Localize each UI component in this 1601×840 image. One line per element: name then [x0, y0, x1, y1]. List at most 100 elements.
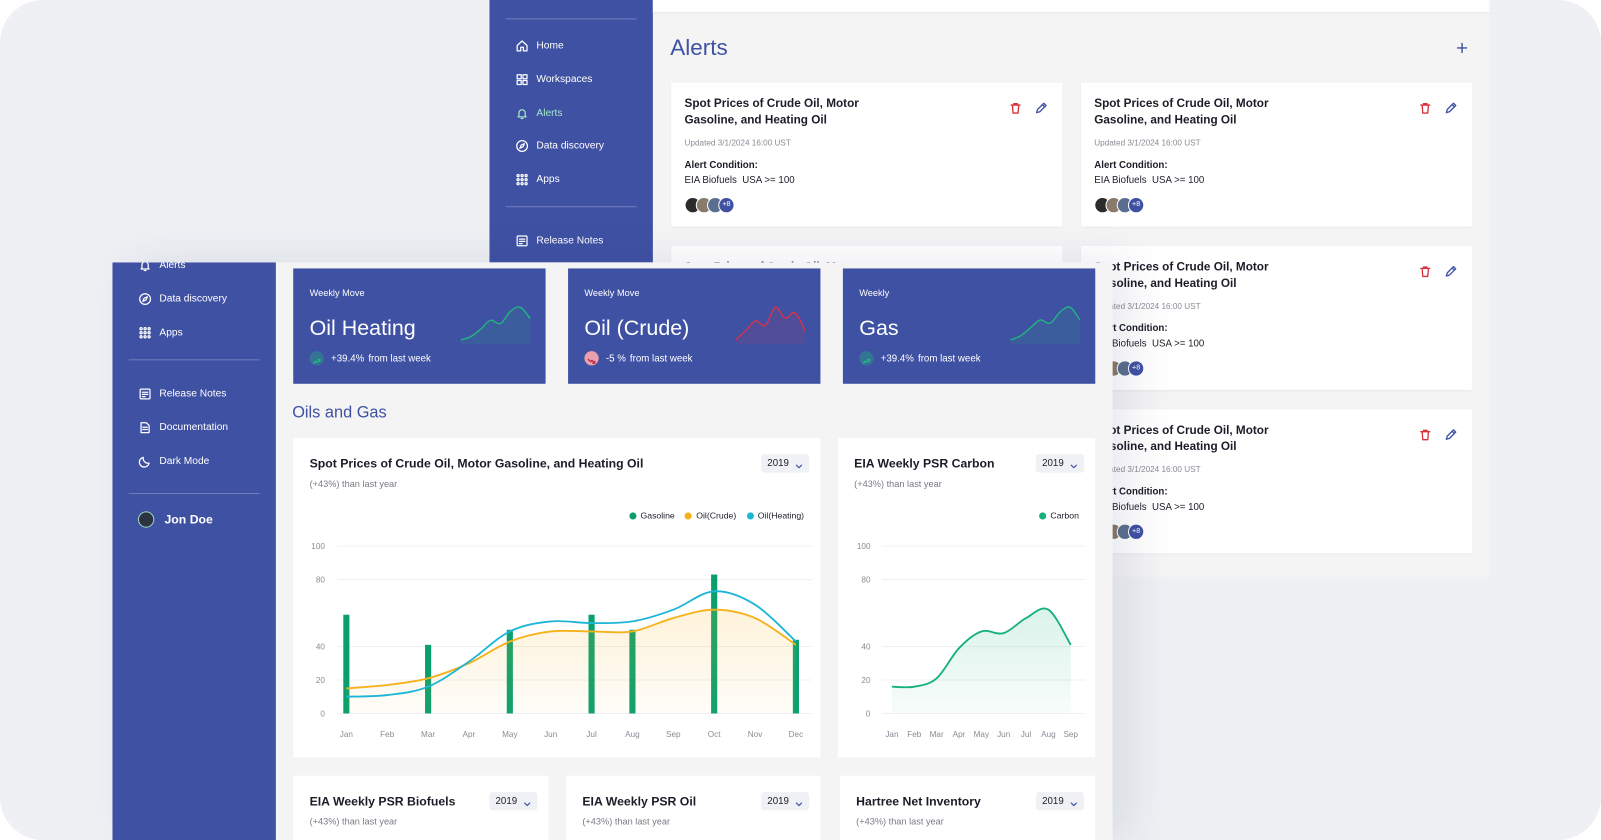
bar	[343, 614, 350, 714]
y-tick-label: 40	[861, 643, 871, 652]
icon-pen[interactable]	[1444, 101, 1458, 115]
nav-label: Alerts	[536, 107, 563, 119]
nav-item[interactable]: Release Notes	[135, 385, 258, 403]
separator	[505, 18, 637, 20]
icon-part	[141, 391, 149, 398]
metric-card: EIA Weekly PSR Biofuels (+43%) than last …	[293, 775, 549, 840]
alert-title: Spot Prices of Crude Oil, Motor Gasoline…	[1094, 424, 1269, 454]
icon-part	[1420, 266, 1431, 278]
alert-title: Spot Prices of Crude Oil, Motor Gasoline…	[684, 97, 859, 127]
nav-item[interactable]: Release Notes	[512, 232, 635, 250]
icon-trash[interactable]	[1418, 264, 1432, 278]
icon-bell	[515, 106, 529, 120]
icon-compass	[138, 292, 152, 306]
x-tick-label: Apr	[463, 730, 476, 739]
icon-chev	[794, 796, 804, 807]
avatar-more: +8	[1127, 523, 1145, 540]
icon-chev	[1069, 796, 1079, 807]
nav-item[interactable]: Data discovery	[512, 137, 635, 155]
sparkline-line	[1010, 306, 1081, 341]
separator	[505, 206, 637, 208]
nav-item[interactable]: Apps	[512, 170, 635, 188]
year-dropdown[interactable]: 2019	[761, 792, 810, 811]
nav-item[interactable]: Data discovery	[135, 290, 258, 308]
legend-label: Oil(Heating)	[757, 510, 805, 521]
icon-part	[862, 358, 871, 364]
icon-part	[1420, 103, 1431, 114]
x-tick-label: Mar	[930, 730, 944, 739]
x-tick-label: Sep	[666, 730, 681, 739]
icon-trash[interactable]	[1008, 101, 1022, 115]
icon-notes	[138, 387, 152, 401]
icon-bell	[138, 262, 152, 272]
legend-item: Oil(Heating)	[746, 510, 805, 521]
nav-label: Workspaces	[536, 74, 593, 86]
icon-trash[interactable]	[1418, 428, 1432, 442]
alert-condition: EIA Biofuels USA >= 100	[684, 175, 795, 187]
icon-apps	[515, 172, 529, 186]
icon-part	[516, 173, 520, 178]
year-dropdown[interactable]: 2019	[1036, 454, 1085, 473]
nav-item[interactable]: Documentation	[135, 418, 258, 436]
card-subtitle: (+43%) than last year	[582, 816, 671, 827]
kpi-title: Oil (Crude)	[584, 316, 690, 340]
icon-pen[interactable]	[1444, 428, 1458, 442]
card-title: EIA Weekly PSR Oil	[582, 794, 697, 809]
icon-part	[522, 79, 528, 86]
section-title: Oils and Gas	[292, 404, 387, 422]
nav-label: Apps	[159, 327, 183, 339]
card-title: Hartree Net Inventory	[856, 794, 981, 809]
icon-part	[520, 177, 524, 182]
nav-item[interactable]: Alerts	[512, 104, 635, 122]
icon-pen[interactable]	[1034, 101, 1048, 115]
alert-title: Spot Prices of Crude Oil, Motor Gasoline…	[1094, 97, 1269, 127]
legend-dot	[1039, 511, 1047, 520]
nav-item[interactable]: Dark Mode	[135, 452, 258, 470]
nav-item[interactable]: Home	[512, 37, 635, 55]
y-tick-label: 20	[316, 676, 326, 685]
year-label: 2019	[495, 795, 518, 807]
card-subtitle: (+43%) than last year	[309, 816, 398, 827]
sparkline-area	[460, 306, 531, 344]
icon-trash[interactable]	[1418, 101, 1432, 115]
icon-part	[1445, 265, 1457, 277]
icon-part	[1451, 430, 1456, 435]
icon-part	[524, 177, 528, 182]
nav-item[interactable]: Workspaces	[512, 70, 635, 88]
icon-part	[312, 358, 321, 364]
icon-chev	[794, 458, 804, 469]
kpi-change: +39.4% from last week	[331, 351, 431, 365]
year-dropdown[interactable]: 2019	[761, 454, 810, 473]
area	[346, 609, 796, 714]
year-dropdown[interactable]: 2019	[489, 792, 538, 811]
x-tick-label: Jan	[885, 730, 898, 739]
icon-plus[interactable]	[1455, 41, 1469, 55]
icon-part	[795, 464, 803, 469]
front-window: Alerts Data discovery Apps Release Notes Doc…	[112, 262, 1113, 840]
icon-part	[147, 335, 151, 339]
line	[346, 608, 797, 690]
sparkline-line	[735, 306, 806, 341]
nav-label: Release Notes	[159, 388, 227, 400]
icon-pen[interactable]	[1444, 264, 1458, 278]
card-title: EIA Weekly PSR Carbon	[854, 456, 995, 471]
separator	[128, 492, 260, 495]
icon-part	[516, 139, 529, 152]
kpi-change-note: from last week	[629, 352, 693, 364]
alert-card: Spot Prices of Crude Oil, Motor Gasoline…	[1080, 409, 1473, 554]
kpi-card: Weekly Move Oil (Crude) -5 % from last week	[568, 268, 821, 384]
card-subtitle: (+43%) than last year	[856, 816, 944, 827]
nav-label: Documentation	[159, 422, 229, 434]
icon-chev	[1069, 458, 1079, 469]
kpi-change-note: from last week	[917, 352, 981, 364]
page-title: Alerts	[670, 34, 728, 61]
x-tick-label: Jun	[997, 730, 1010, 739]
icon-part	[138, 456, 150, 468]
icon-chev	[522, 796, 532, 807]
nav-item[interactable]: Apps	[135, 324, 258, 342]
icon-part	[1035, 102, 1047, 114]
icon-part	[1070, 464, 1077, 469]
year-dropdown[interactable]: 2019	[1036, 792, 1085, 811]
icon-part	[1420, 429, 1431, 441]
nav-item[interactable]: Alerts	[135, 262, 258, 274]
